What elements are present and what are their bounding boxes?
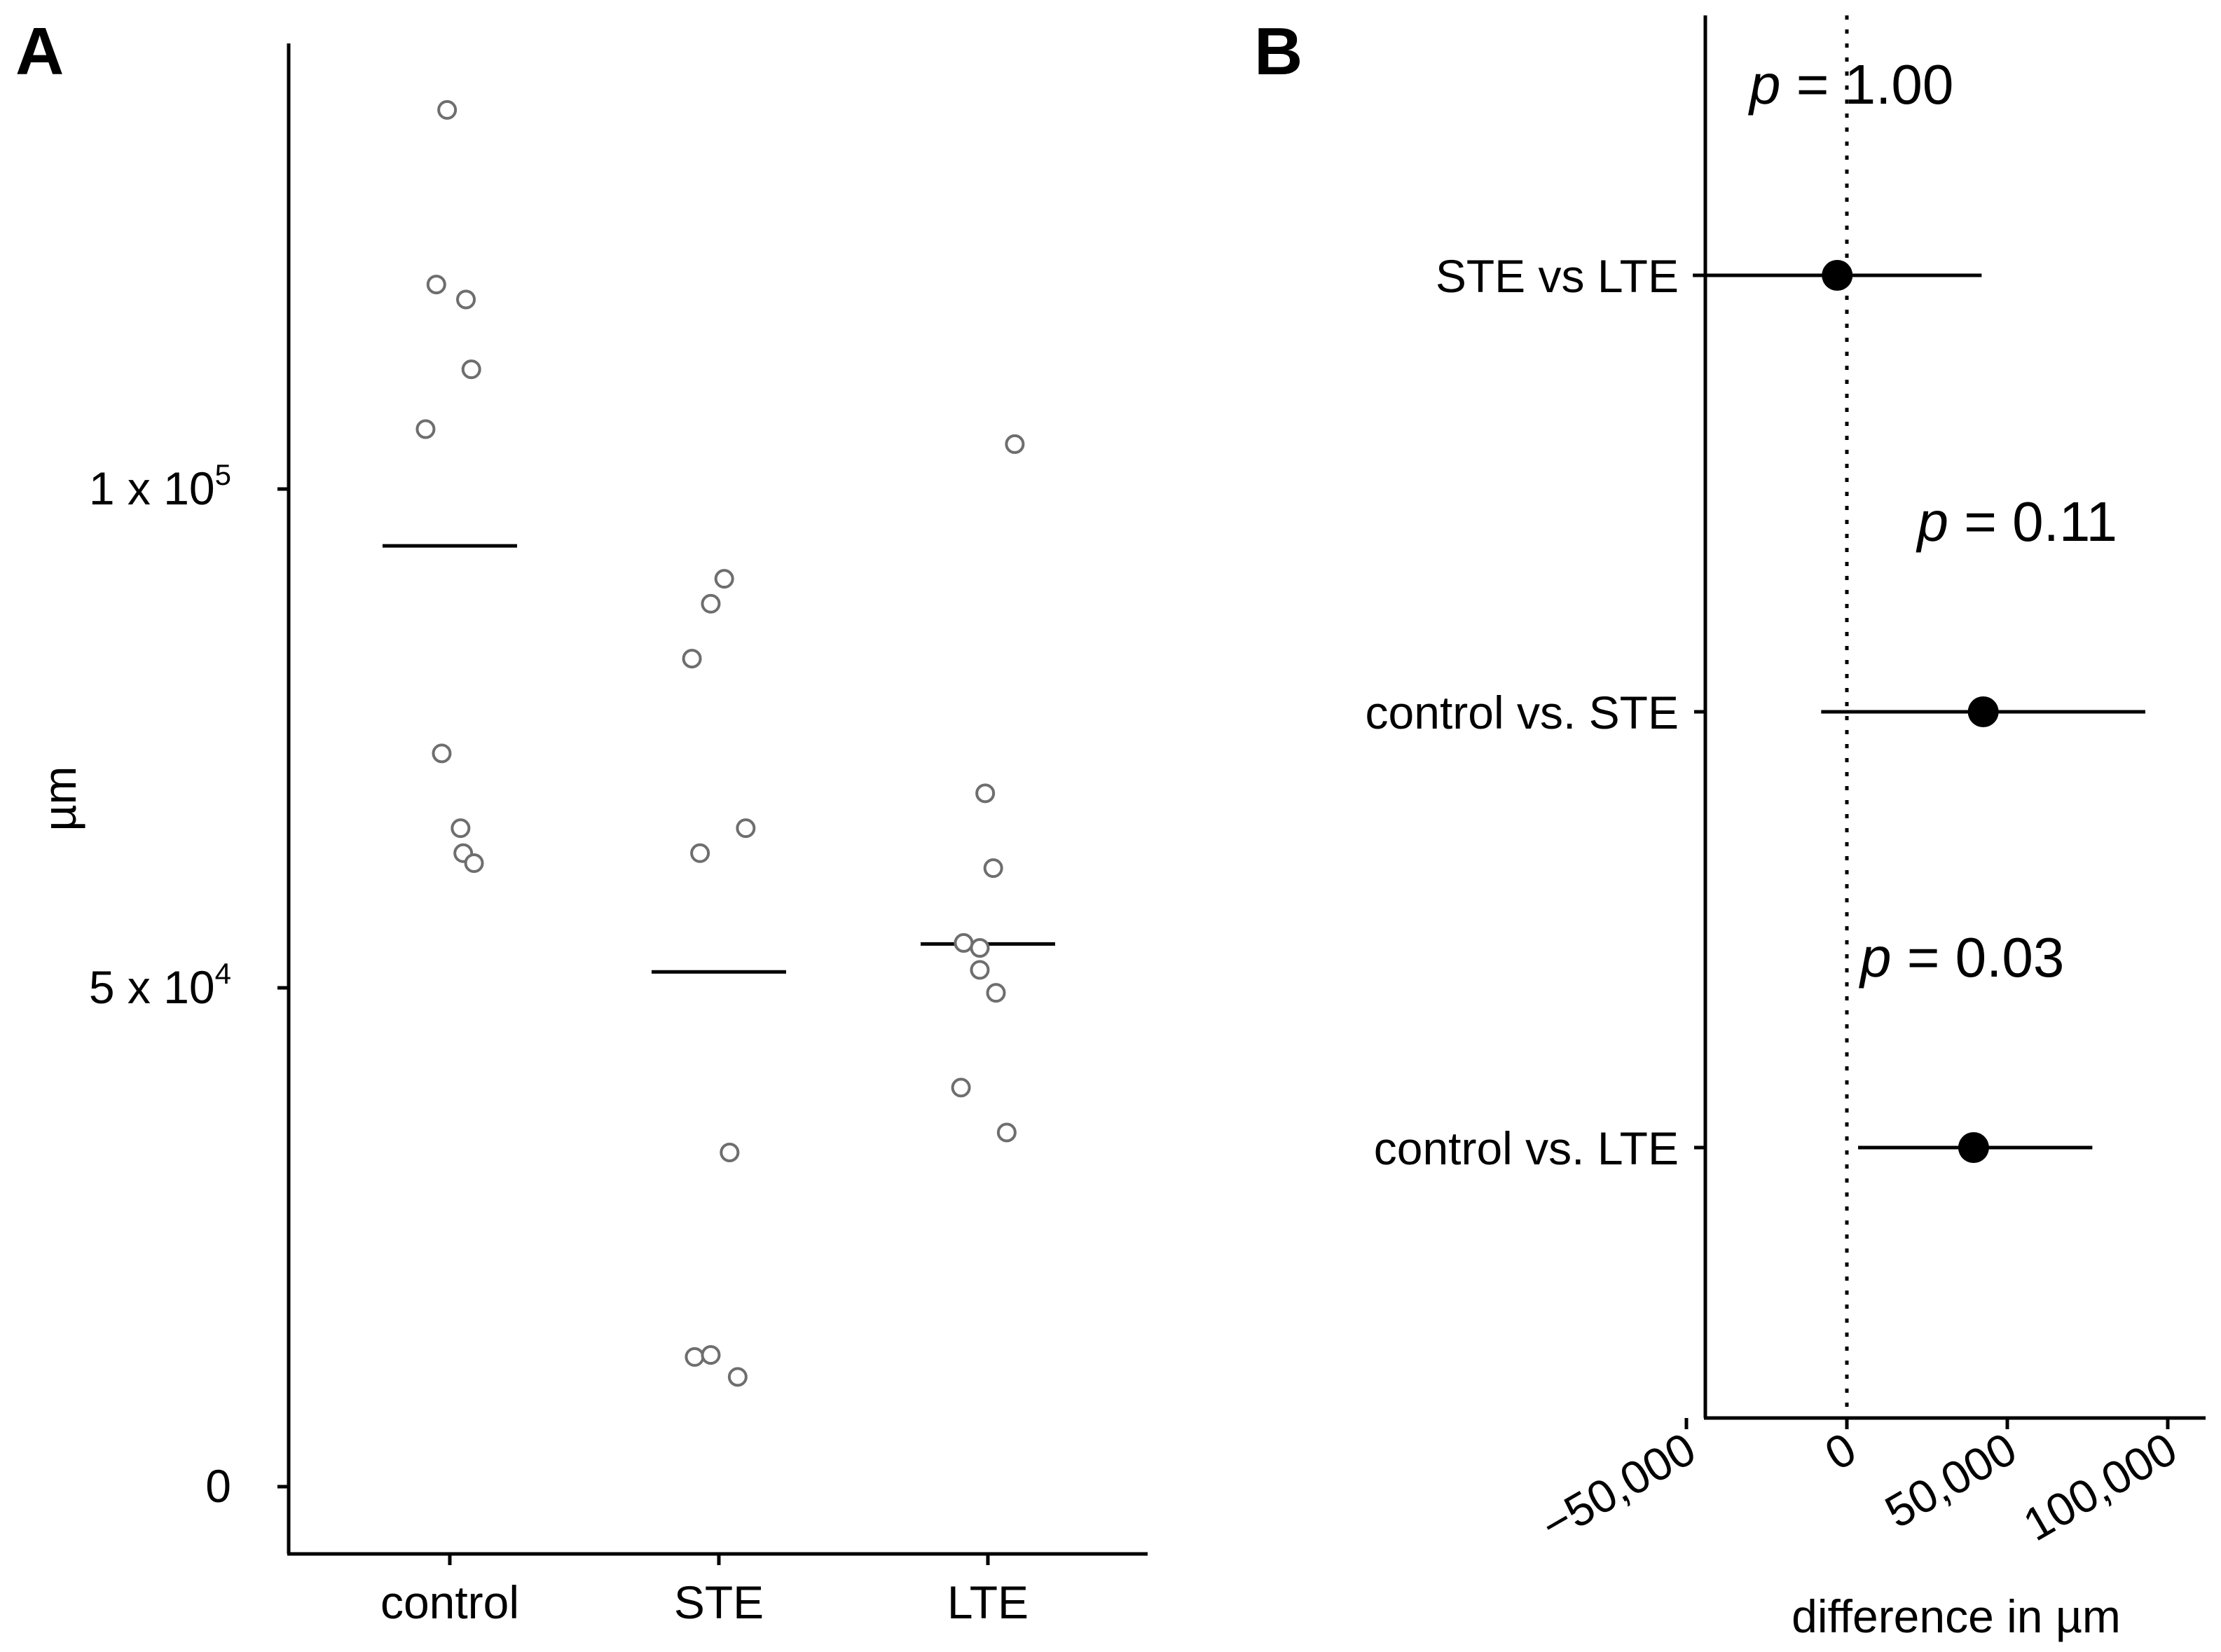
panel-a-y-tick-label-base: 1 x 10	[89, 462, 215, 514]
panel-a-data-point	[970, 938, 990, 958]
panel-b-p-symbol: p	[1859, 926, 1892, 989]
panel-a-data-point	[437, 99, 458, 120]
panel-a-y-tick-label: 5 x 104	[89, 957, 231, 1013]
panel-b-estimate-point	[1822, 260, 1853, 291]
panel-b-x-tick-label: 100,000	[2014, 1422, 2185, 1550]
panel-b-estimate-point	[1967, 696, 1999, 727]
panel-a-data-point	[983, 858, 1003, 879]
panel-b-p-value: = 0.03	[1891, 926, 2064, 989]
panel-a: A µm 0 5 x 104 1 x 105 control STE LTE	[15, 14, 1148, 1628]
panel-a-data-point	[975, 783, 996, 804]
panel-b-x-tick-label: 50,000	[1876, 1422, 2025, 1538]
panel-a-y-tick-label-base: 5 x 10	[89, 961, 215, 1013]
panel-a-data-point	[727, 1367, 748, 1387]
panel-a-x-tick-label: STE	[674, 1576, 764, 1628]
panel-b-comparison-label: STE vs LTE	[1436, 250, 1679, 302]
panel-a-data-point	[690, 843, 710, 863]
panel-b-letter: B	[1254, 14, 1302, 89]
panel-a-data-point	[1005, 434, 1025, 454]
panel-a-y-tick-label-exponent: 5	[215, 458, 231, 491]
panel-a-y-tick-label: 1 x 105	[89, 458, 231, 514]
panel-a-points	[415, 99, 1025, 1387]
panel-a-data-point	[461, 359, 481, 380]
panel-b-p-value-label: p = 0.11	[1916, 490, 2117, 553]
panel-a-data-point	[426, 275, 446, 295]
panel-a-y-tick-label-base: 0	[205, 1460, 231, 1512]
panel-b-x-axis-title: difference in µm	[1792, 1590, 2121, 1642]
panel-a-data-point	[996, 1122, 1017, 1143]
panel-a-data-point	[951, 1078, 971, 1098]
panel-a-data-point	[415, 419, 436, 439]
panel-a-data-point	[685, 1347, 705, 1367]
panel-a-y-ticks: 0 5 x 104 1 x 105	[89, 458, 289, 1512]
panel-a-data-point	[682, 649, 702, 669]
panel-a-x-tick-label: control	[380, 1576, 519, 1628]
panel-b-comparison-label: control vs. STE	[1366, 687, 1679, 738]
panel-a-data-point	[986, 983, 1006, 1003]
panel-b-x-tick-label: −50,000	[1532, 1422, 1704, 1551]
panel-b-comparison-label: control vs. LTE	[1374, 1122, 1679, 1174]
panel-b-p-value-label: p = 0.03	[1859, 926, 2064, 989]
panel-a-data-point	[720, 1142, 740, 1162]
panel-b-comparisons: STE vs LTE p = 1.00 control vs. STE p = 0.1…	[1366, 53, 2145, 1174]
panel-b-p-symbol: p	[1748, 53, 1781, 116]
panel-a-data-point	[701, 593, 721, 614]
panel-b-p-value: = 0.11	[1948, 490, 2117, 553]
panel-a-data-point	[451, 818, 471, 839]
panel-a-data-point	[432, 743, 452, 764]
panel-b-estimate-point	[1958, 1132, 1989, 1163]
panel-a-y-tick-label: 0	[205, 1460, 231, 1512]
panel-a-data-point	[736, 818, 756, 839]
panel-a-data-point	[701, 1345, 721, 1365]
panel-b-p-value: = 1.00	[1780, 53, 1953, 116]
panel-a-data-point	[954, 932, 974, 953]
panel-a-data-point	[464, 853, 484, 873]
panel-a-x-ticks: control STE LTE	[380, 1554, 1029, 1628]
panel-a-x-tick-label: LTE	[947, 1576, 1029, 1628]
panel-a-data-point	[714, 569, 734, 589]
panel-a-mean-lines	[383, 544, 1055, 974]
panel-a-y-axis-title: µm	[34, 766, 85, 831]
panel-a-letter: A	[15, 14, 64, 89]
panel-a-y-tick-label-exponent: 4	[215, 957, 231, 990]
panel-a-data-point	[456, 289, 476, 310]
panel-a-data-point	[970, 960, 990, 980]
panel-b-p-symbol: p	[1916, 490, 1949, 553]
panel-b-p-value-label: p = 1.00	[1748, 53, 1953, 116]
panel-b-x-tick-label: 0	[1816, 1422, 1864, 1480]
